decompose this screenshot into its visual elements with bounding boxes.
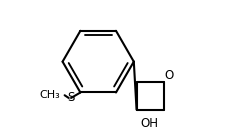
Text: CH₃: CH₃ [40, 90, 60, 100]
Text: OH: OH [140, 117, 158, 130]
Text: O: O [164, 68, 173, 82]
Text: S: S [67, 92, 74, 105]
